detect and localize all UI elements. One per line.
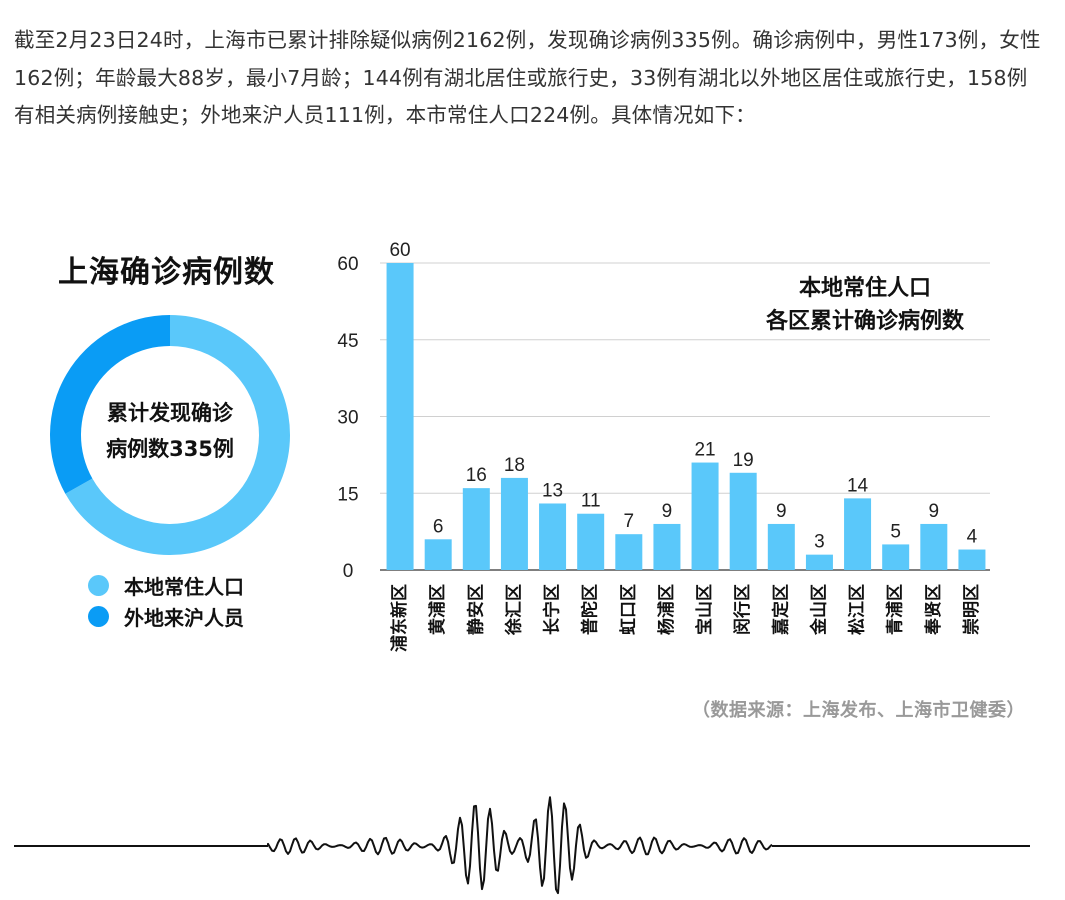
bar-value-label: 9 — [776, 501, 787, 522]
waveform-divider — [14, 796, 1030, 895]
x-tick-label: 青浦区 — [885, 584, 906, 635]
bar-value-label: 9 — [929, 501, 940, 522]
x-tick-label: 黄浦区 — [427, 584, 448, 635]
x-tick-label: 虹口区 — [619, 584, 639, 635]
legend-item-local: 本地常住人口 — [88, 570, 244, 601]
bar-金山区 — [805, 554, 833, 570]
x-tick-label: 杨浦区 — [656, 584, 677, 635]
x-tick-label: 静安区 — [465, 584, 486, 635]
bar-黄浦区 — [424, 539, 452, 570]
donut-center-label: 累计发现确诊 病例数335例 — [90, 395, 250, 467]
x-tick-label: 奉贤区 — [923, 584, 944, 636]
bar-chart-title: 本地常住人口 各区累计确诊病例数 — [740, 272, 990, 338]
legend-label-local: 本地常住人口 — [124, 575, 244, 599]
legend-swatch-local — [88, 575, 109, 596]
y-tick-label: 30 — [337, 408, 358, 429]
legend-item-nonlocal: 外地来沪人员 — [88, 601, 244, 632]
x-tick-label: 松江区 — [847, 584, 868, 635]
y-tick-label: 45 — [337, 331, 358, 352]
bar-value-label: 18 — [504, 455, 525, 476]
donut-legend: 本地常住人口 外地来沪人员 — [88, 570, 244, 632]
y-tick-label: 60 — [337, 254, 358, 275]
waveform-path — [267, 796, 773, 895]
donut-chart-title: 上海确诊病例数 — [58, 255, 275, 290]
donut-center-line1: 累计发现确诊 — [107, 401, 233, 425]
bar-长宁区 — [539, 503, 567, 570]
bar-value-label: 21 — [694, 440, 715, 461]
y-tick-label: 0 — [343, 561, 354, 582]
bar-宝山区 — [691, 462, 719, 570]
bar-chart: 01530456060浦东新区6黄浦区16静安区18徐汇区13长宁区11普陀区7… — [337, 240, 990, 652]
bar-value-label: 3 — [814, 532, 825, 553]
donut-center-line2: 病例数335例 — [106, 437, 234, 461]
bar-value-label: 6 — [433, 516, 444, 537]
x-tick-label: 普陀区 — [580, 584, 601, 635]
bar-杨浦区 — [653, 523, 681, 570]
bar-嘉定区 — [767, 523, 795, 570]
intro-paragraph: 截至2月23日24时，上海市已累计排除疑似病例2162例，发现确诊病例335例。… — [14, 28, 1041, 127]
legend-label-nonlocal: 外地来沪人员 — [124, 606, 244, 630]
x-tick-label: 崇明区 — [962, 584, 982, 635]
bar-value-label: 9 — [662, 501, 673, 522]
x-tick-label: 嘉定区 — [770, 584, 791, 636]
x-tick-label: 徐汇区 — [503, 584, 524, 636]
bar-崇明区 — [958, 549, 986, 570]
x-tick-label: 闵行区 — [732, 584, 753, 635]
bar-松江区 — [844, 498, 872, 570]
bar-奉贤区 — [920, 523, 948, 570]
x-tick-label: 浦东新区 — [389, 584, 410, 652]
bar-浦东新区 — [386, 263, 414, 570]
bar-静安区 — [462, 488, 490, 570]
x-tick-label: 长宁区 — [542, 584, 563, 635]
donut-chart — [49, 315, 290, 555]
bar-虹口区 — [615, 534, 643, 570]
bar-徐汇区 — [500, 477, 528, 570]
x-tick-label: 宝山区 — [694, 584, 715, 635]
bar-value-label: 4 — [967, 527, 978, 548]
bar-value-label: 16 — [466, 465, 487, 486]
bar-value-label: 11 — [581, 491, 601, 512]
y-tick-label: 15 — [337, 484, 358, 505]
bar-value-label: 19 — [733, 450, 754, 471]
bar-value-label: 14 — [847, 475, 869, 496]
donut-slice-1 — [49, 315, 171, 494]
x-tick-label: 金山区 — [808, 584, 829, 636]
source-note: （数据来源：上海发布、上海市卫健委） — [692, 700, 1025, 721]
bar-闵行区 — [729, 472, 757, 570]
bar-青浦区 — [882, 544, 910, 570]
bar-value-label: 7 — [624, 511, 635, 532]
bar-普陀区 — [577, 513, 605, 570]
bar-value-label: 60 — [389, 240, 410, 261]
bar-value-label: 5 — [890, 521, 901, 542]
bar-value-label: 13 — [542, 480, 563, 501]
legend-swatch-nonlocal — [88, 606, 109, 627]
bar-chart-title-line2: 各区累计确诊病例数 — [765, 309, 964, 334]
bar-chart-title-line1: 本地常住人口 — [798, 276, 931, 301]
